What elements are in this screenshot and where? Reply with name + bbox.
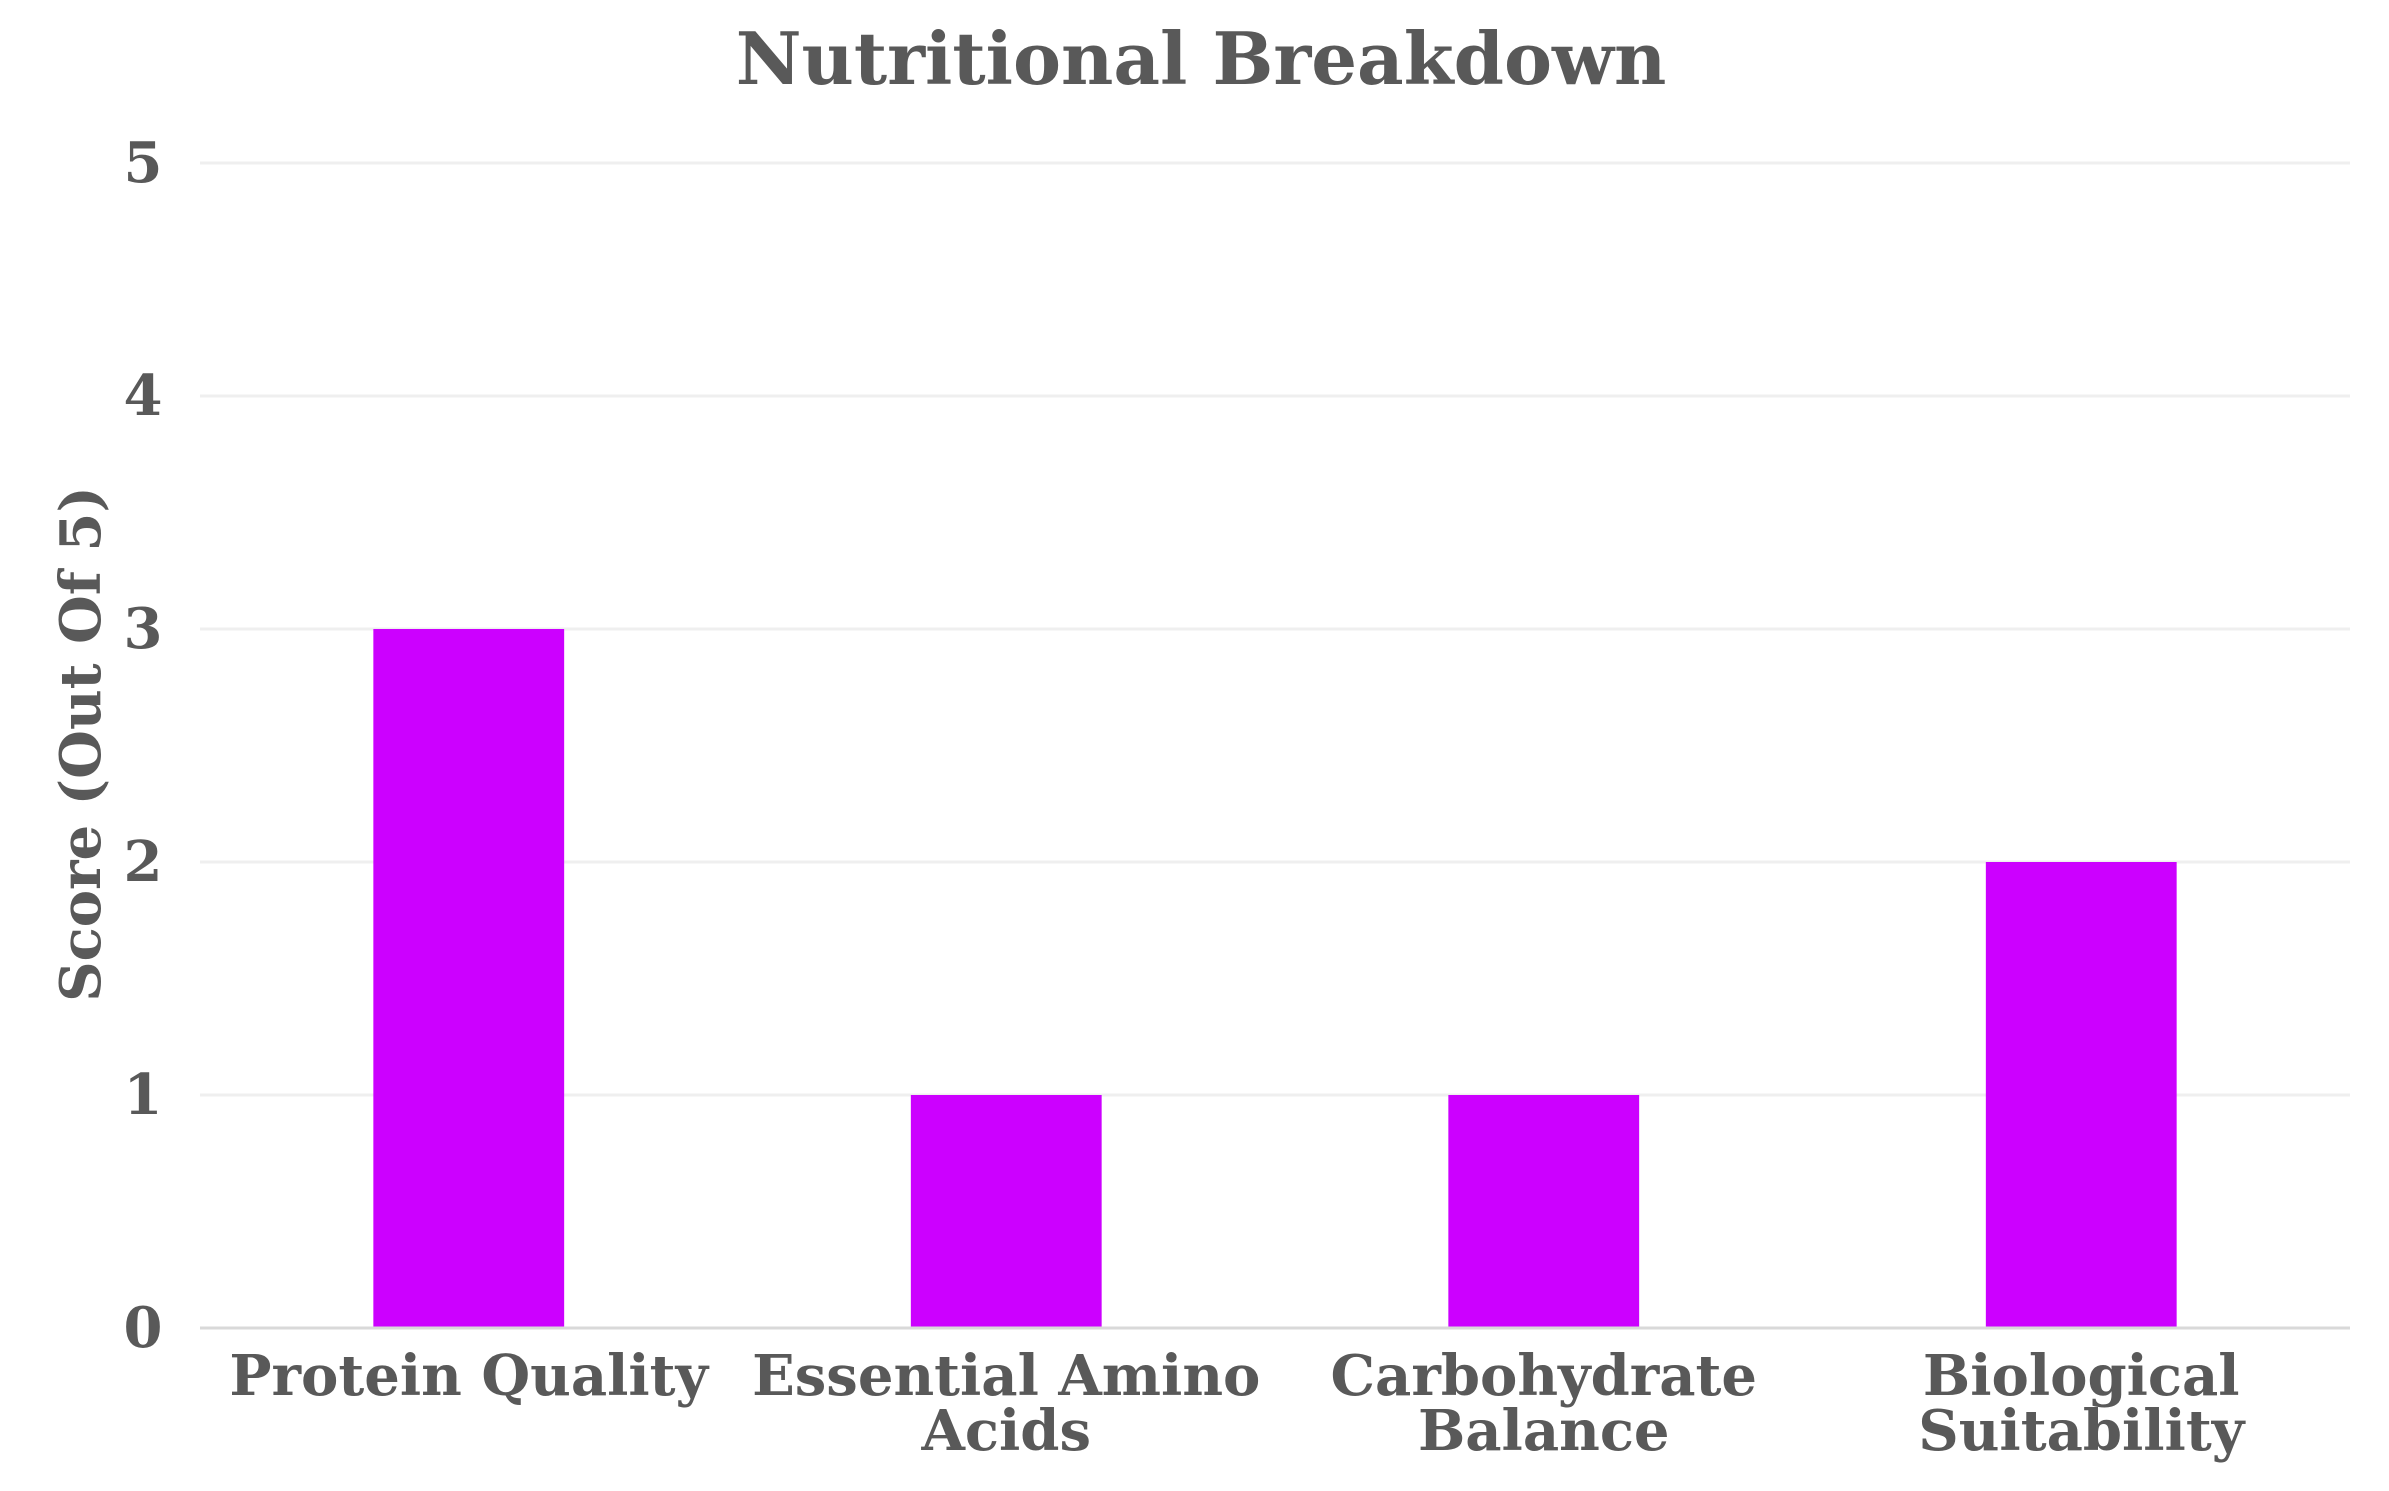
y-tick-label: 0 <box>124 1295 163 1361</box>
y-axis-label: Score (Out Of 5) <box>48 486 114 1002</box>
x-tick-label-line: Protein Quality <box>229 1343 709 1409</box>
x-tick-label-line: Balance <box>1418 1398 1670 1464</box>
x-tick-label-line: Biological <box>1923 1343 2240 1409</box>
y-tick-label: 3 <box>124 596 163 662</box>
y-axis-ticks: 0 1 2 3 4 5 <box>124 130 163 1361</box>
x-axis-ticks: Protein Quality Essential Amino Acids Carbo… <box>229 1343 2245 1464</box>
y-tick-label: 2 <box>124 829 163 895</box>
bars <box>373 629 2177 1328</box>
x-tick-label: Biological Suitability <box>1918 1343 2245 1464</box>
x-tick-label: Protein Quality <box>229 1343 709 1409</box>
x-tick-label-line: Acids <box>920 1398 1091 1464</box>
x-tick-label-line: Carbohydrate <box>1330 1343 1757 1409</box>
y-tick-label: 1 <box>124 1062 163 1128</box>
x-tick-label: Essential Amino Acids <box>752 1343 1260 1464</box>
bar <box>1448 1095 1640 1328</box>
bar <box>1985 862 2177 1328</box>
bar <box>910 1095 1102 1328</box>
x-tick-label-line: Suitability <box>1918 1398 2245 1464</box>
chart-title: Nutritional Breakdown <box>736 16 1667 101</box>
x-tick-label-line: Essential Amino <box>752 1343 1260 1409</box>
y-tick-label: 5 <box>124 130 163 196</box>
bar <box>373 629 565 1328</box>
y-tick-label: 4 <box>124 363 163 429</box>
x-tick-label: Carbohydrate Balance <box>1330 1343 1757 1464</box>
